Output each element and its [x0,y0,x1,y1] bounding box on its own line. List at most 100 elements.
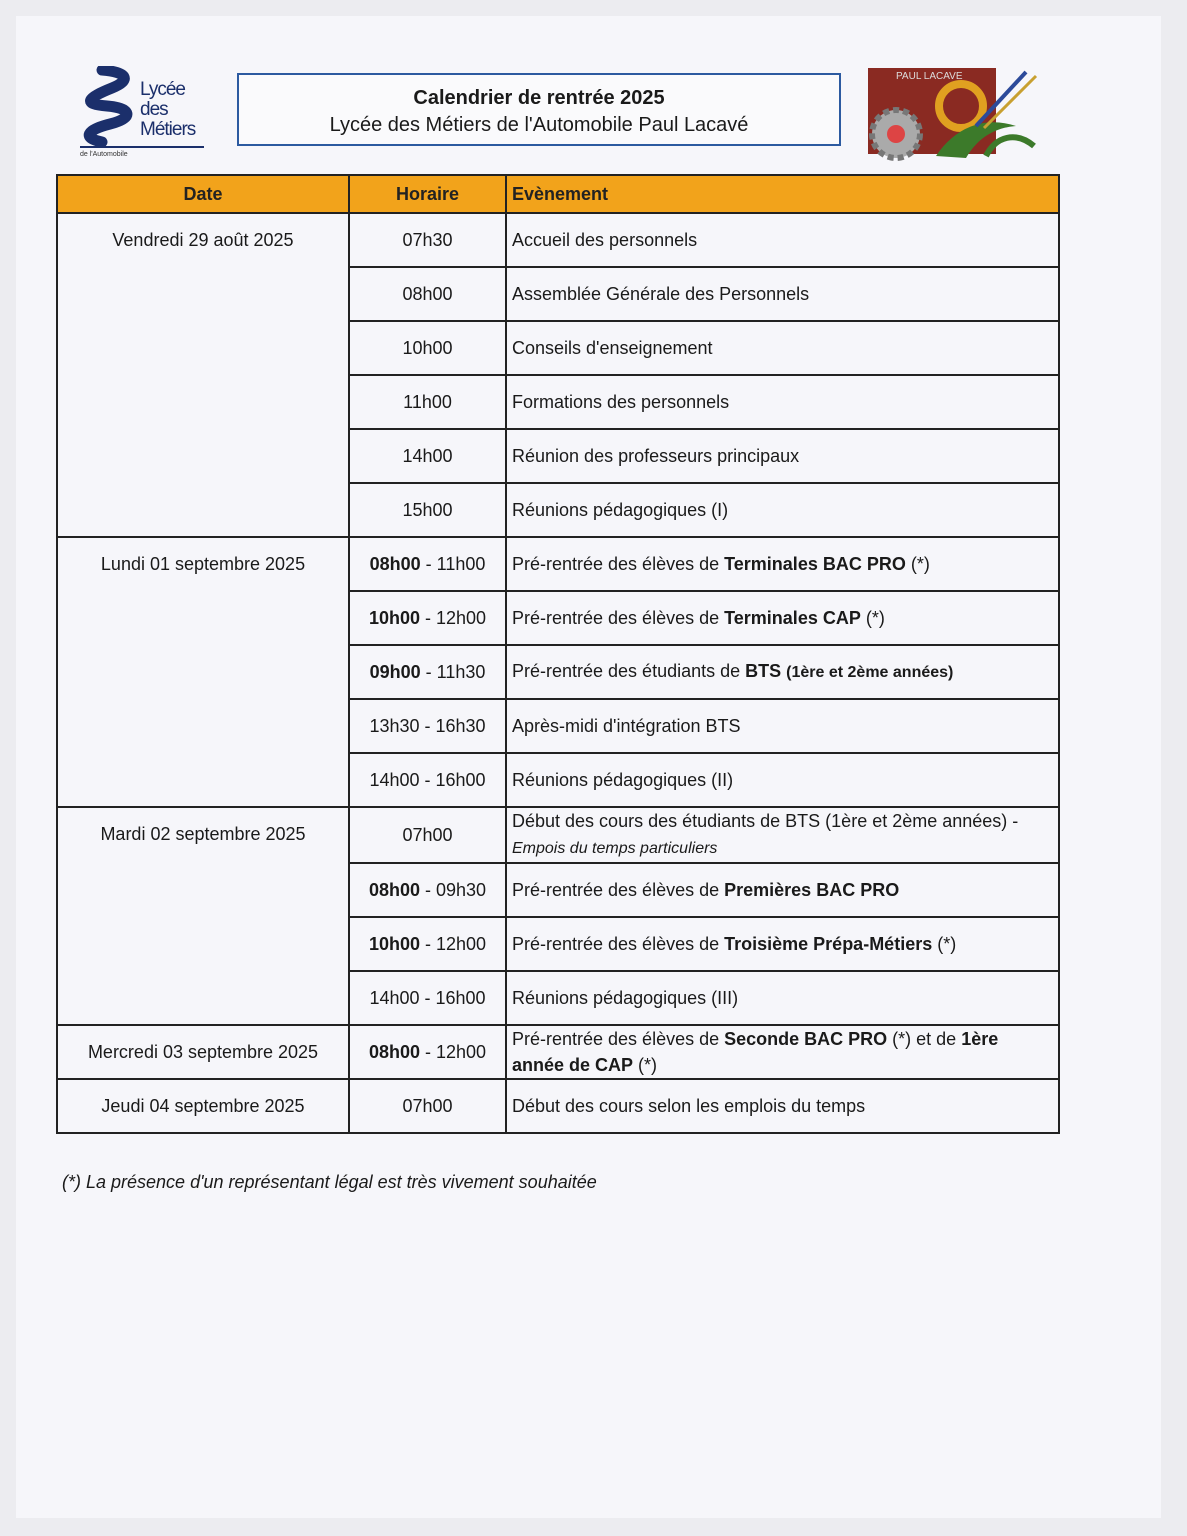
text-segment: 08h00 [402,283,453,304]
logo-rule [80,146,204,148]
logo-right-text: PAUL LACAVE [896,71,963,82]
text-segment: Début des cours selon les emplois du tem… [512,1096,866,1116]
table-row: 08h00 - 09h30 Pré-rentrée des élèves de P… [57,862,1060,918]
logo-text: Lycée des Métiers [140,80,196,140]
text-segment: 08h00 [369,553,421,574]
text-segment: Premières BAC PRO [724,880,900,900]
table-row: 08h00 Assemblée Générale des Personnels [57,266,1060,322]
horaire-cell: 08h00 - 12h00 [348,1024,507,1080]
text-segment: - 12h00 [419,933,487,954]
horaire-cell: 13h30 - 16h30 [348,698,507,754]
horaire-cell: 11h00 [348,374,507,430]
evenement-cell: Formations des personnels [505,374,1060,430]
horaire-cell: 14h00 - 16h00 [348,970,507,1026]
text-segment: Après-midi d'intégration BTS [512,716,741,736]
text-segment: Accueil des personnels [512,230,698,250]
text-segment: 1ère année de CAP [512,1029,999,1075]
evenement-cell: Assemblée Générale des Personnels [505,266,1060,322]
table-row: 13h30 - 16h30 Après-midi d'intégration BT… [57,698,1060,754]
horaire-cell: 10h00 - 12h00 [348,916,507,972]
column-header-date: Date [56,174,350,214]
evenement-cell: Pré-rentrée des élèves de Terminales BAC… [505,536,1060,592]
horaire-cell: 08h00 - 11h00 [348,536,507,592]
horaire-cell: 14h00 - 16h00 [348,752,507,808]
text-segment: 11h00 [403,391,452,412]
text-segment: Pré-rentrée des élèves de [512,1029,725,1049]
text-segment: 07h00 [402,1095,453,1116]
column-header-evenement: Evènement [505,174,1060,214]
evenement-cell: Pré-rentrée des élèves de Terminales CAP… [505,590,1060,646]
text-segment: - 09h30 [419,879,487,900]
table-row: Jeudi 04 septembre 2025 07h00 Début des co… [56,1078,1060,1134]
table-row: 15h00 Réunions pédagogiques (I) [57,482,1060,538]
evenement-cell: Début des cours des étudiants de BTS (1è… [505,806,1060,864]
paul-lacave-logo: PAUL LACAVE [866,66,1041,162]
gear-palm-logo-icon: PAUL LACAVE [868,68,1038,161]
text-segment: Réunions pédagogiques (III) [512,988,739,1008]
table-header-row: Date Horaire Evènement [56,174,1060,214]
text-segment: Conseils d'enseignement [512,338,713,358]
evenement-cell: Pré-rentrée des élèves de Troisième Prép… [505,916,1060,972]
text-segment: 14h00 [402,445,453,466]
text-segment: Début des cours des étudiants de BTS (1è… [512,811,1019,831]
table-row: 10h00 - 12h00 Pré-rentrée des élèves de T… [57,916,1060,972]
text-segment: - 12h00 [419,607,487,628]
horaire-cell: 08h00 - 09h30 [348,862,507,918]
text-segment: Réunions pédagogiques (I) [512,500,729,520]
evenement-cell: Début des cours selon les emplois du tem… [505,1078,1060,1134]
text-segment: 15h00 [402,499,453,520]
horaire-cell: 07h30 [348,212,507,268]
evenement-cell: Pré-rentrée des étudiants de BTS (1ère e… [505,644,1060,700]
text-segment: 10h00 [368,933,420,954]
horaire-cell: 07h00 [348,1078,507,1134]
lycee-des-metiers-logo: Lycée des Métiers de l'Automobile [72,64,212,162]
text-segment: (*) [905,554,930,574]
table-body: Vendredi 29 août 2025 07h30 Accueil des pe… [56,212,1060,1134]
text-segment: (*) [633,1055,658,1075]
text-segment: 07h30 [402,229,453,250]
date-cell: Lundi 01 septembre 2025 [56,536,350,808]
text-segment: 14h00 - 16h00 [369,769,486,790]
calendar-table: Date Horaire Evènement Vendredi 29 août … [56,174,1060,1134]
text-segment: 08h00 [368,879,420,900]
text-segment: Formations des personnels [512,392,730,412]
table-row: 14h00 Réunion des professeurs principaux [57,428,1060,484]
text-segment: Troisième Prépa-Métiers [724,934,933,954]
text-segment: 09h00 [369,661,421,682]
evenement-cell: Après-midi d'intégration BTS [505,698,1060,754]
table-row: 09h00 - 11h30 Pré-rentrée des étudiants d… [57,644,1060,700]
horaire-cell: 15h00 [348,482,507,538]
text-segment: Pré-rentrée des élèves de [512,608,725,628]
text-segment: Réunion des professeurs principaux [512,446,800,466]
table-row: 10h00 - 12h00 Pré-rentrée des élèves de T… [57,590,1060,646]
table-row: 10h00 Conseils d'enseignement [57,320,1060,376]
table-row: Mardi 02 septembre 2025 07h00 Début des co… [56,806,1060,1026]
text-segment: 10h00 [402,337,453,358]
date-cell: Vendredi 29 août 2025 [56,212,350,538]
table-row: Lundi 01 septembre 2025 08h00 - 11h00 Pré-… [56,536,1060,808]
table-row: 11h00 Formations des personnels [57,374,1060,430]
logo-line: des [140,99,169,120]
evenement-cell: Conseils d'enseignement [505,320,1060,376]
horaire-cell: 10h00 - 12h00 [348,590,507,646]
text-segment: Assemblée Générale des Personnels [512,284,810,304]
evenement-cell: Réunions pédagogiques (I) [505,482,1060,538]
logo-subtitle: de l'Automobile [80,151,128,158]
text-segment: BTS [745,661,782,681]
title-box: Calendrier de rentrée 2025 Lycée des Mét… [237,73,841,146]
text-segment: Pré-rentrée des élèves de [512,934,725,954]
horaire-cell: 14h00 [348,428,507,484]
text-segment: Seconde BAC PRO [724,1029,888,1049]
page-subtitle: Lycée des Métiers de l'Automobile Paul L… [329,114,749,136]
text-segment: (*) et de [887,1029,962,1049]
text-segment: Terminales CAP [724,608,861,628]
date-cell: Mercredi 03 septembre 2025 [56,1024,350,1080]
text-segment: Pré-rentrée des étudiants de [512,661,746,681]
horaire-cell: 09h00 - 11h30 [348,644,507,700]
table-row: Mercredi 03 septembre 2025 08h00 - 12h00 P… [56,1024,1060,1080]
text-segment: (1ère et 2ème années) [786,664,954,681]
text-segment: Réunions pédagogiques (II) [512,770,734,790]
text-segment: 07h00 [402,824,453,845]
table-row: 14h00 - 16h00 Réunions pédagogiques (III) [57,970,1060,1026]
column-header-horaire: Horaire [348,174,507,214]
